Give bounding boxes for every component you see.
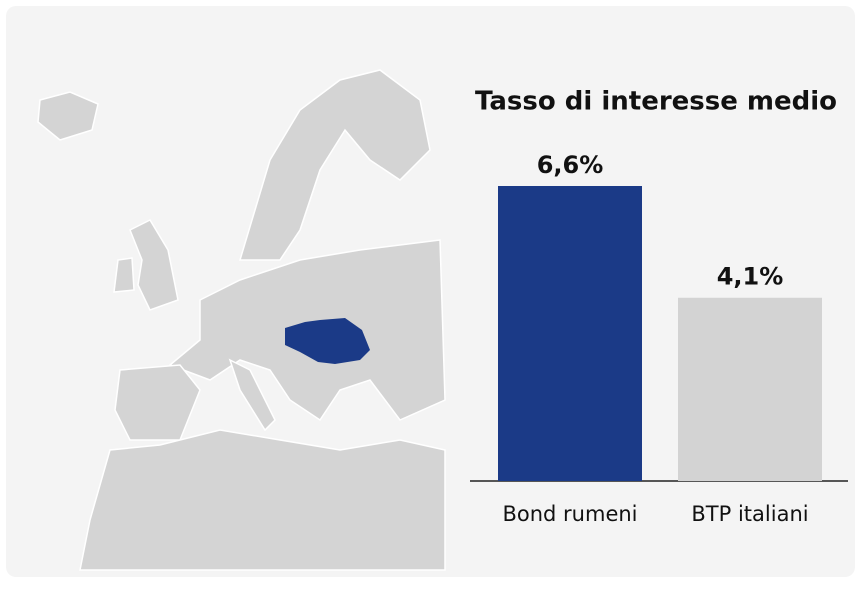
x-tick-label: Bond rumeni [502, 502, 637, 526]
x-tick-label: BTP italiani [691, 502, 808, 526]
value-label: 6,6% [537, 151, 604, 179]
chart-title: Tasso di interesse medio [475, 87, 837, 117]
bar [498, 186, 642, 481]
bar [678, 297, 822, 481]
value-label: 4,1% [717, 263, 784, 291]
romania-highlight [285, 318, 370, 364]
